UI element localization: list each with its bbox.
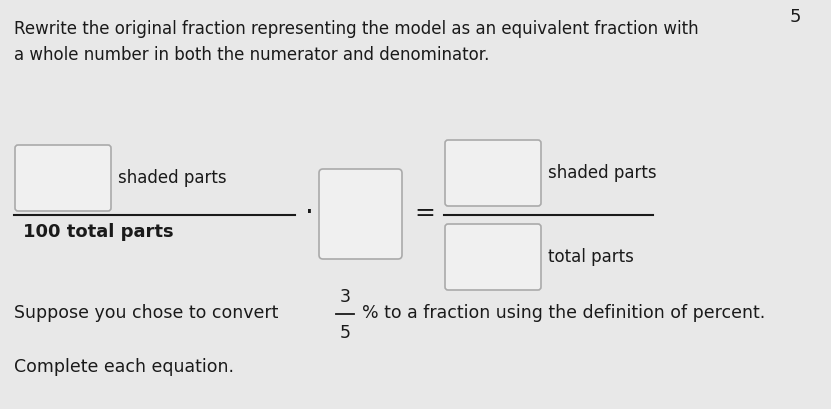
Text: shaded parts: shaded parts [118, 169, 227, 187]
Text: a whole number in both the numerator and denominator.: a whole number in both the numerator and… [14, 46, 489, 64]
Text: =: = [414, 201, 435, 225]
Text: shaded parts: shaded parts [548, 164, 656, 182]
FancyBboxPatch shape [319, 169, 402, 259]
FancyBboxPatch shape [15, 145, 111, 211]
Text: 100 total parts: 100 total parts [23, 223, 174, 241]
FancyBboxPatch shape [445, 140, 541, 206]
Text: total parts: total parts [548, 248, 634, 266]
Text: ·: · [305, 199, 314, 227]
Text: % to a fraction using the definition of percent.: % to a fraction using the definition of … [362, 304, 765, 322]
Text: Complete each equation.: Complete each equation. [14, 358, 234, 376]
FancyBboxPatch shape [445, 224, 541, 290]
Text: Rewrite the original fraction representing the model as an equivalent fraction w: Rewrite the original fraction representi… [14, 20, 699, 38]
Text: 5: 5 [790, 8, 802, 26]
Text: 5: 5 [340, 324, 351, 342]
Text: 3: 3 [340, 288, 351, 306]
Text: Suppose you chose to convert: Suppose you chose to convert [14, 304, 278, 322]
